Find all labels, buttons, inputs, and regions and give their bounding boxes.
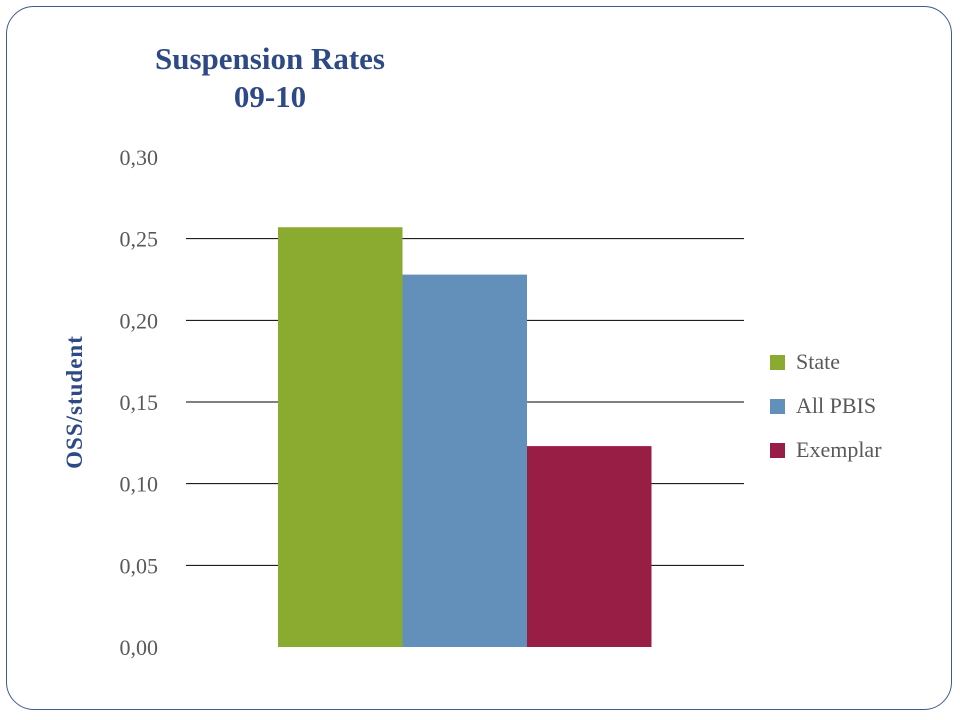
y-tick-label: 0,30 (120, 145, 159, 170)
y-tick-label: 0,00 (120, 635, 159, 660)
legend-swatch (770, 398, 785, 414)
legend-label: State (796, 349, 840, 374)
legend-item-state: State (770, 340, 930, 384)
legend-item-exemplar: Exemplar (770, 428, 930, 472)
y-axis-ticks: 0,00 0,05 0,10 0,15 0,20 0,25 0,30 (120, 145, 159, 660)
chart-subtitle: 09-10 (233, 79, 307, 114)
bars (278, 227, 652, 647)
chart-title: Suspension Rates 09-10 (150, 40, 390, 116)
y-tick-label: 0,20 (120, 308, 159, 333)
y-tick-label: 0,05 (120, 553, 159, 578)
y-tick-label: 0,15 (120, 390, 159, 415)
legend-label: Exemplar (796, 437, 882, 462)
legend-item-all-pbis: All PBIS (770, 384, 930, 428)
y-axis-label: OSS/student (62, 335, 87, 469)
bar-exemplar (527, 446, 652, 647)
legend-label: All PBIS (796, 393, 877, 418)
legend-swatch (770, 442, 785, 458)
legend-swatch (770, 354, 785, 370)
bar-all-pbis (402, 274, 527, 647)
bar-state (278, 227, 403, 647)
y-tick-label: 0,10 (120, 472, 159, 497)
legend: State All PBIS Exemplar (770, 340, 930, 472)
chart-title-main: Suspension Rates (155, 41, 385, 76)
y-tick-label: 0,25 (120, 227, 159, 252)
